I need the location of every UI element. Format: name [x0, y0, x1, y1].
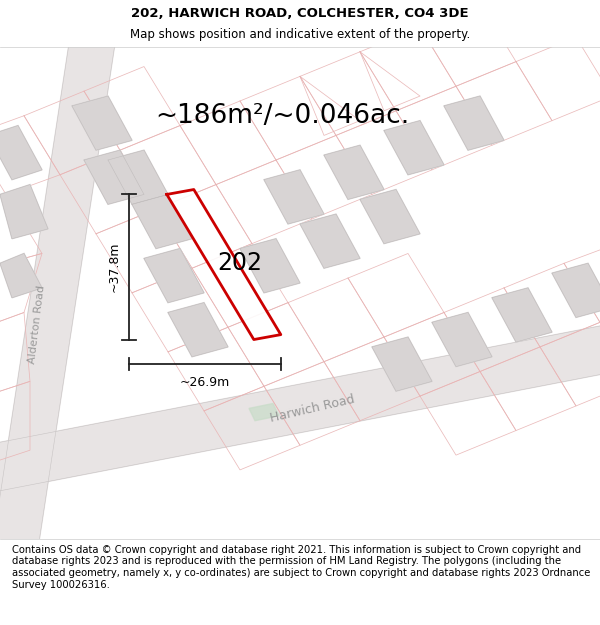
Polygon shape — [492, 288, 552, 342]
Polygon shape — [360, 189, 420, 244]
Polygon shape — [168, 302, 228, 357]
Polygon shape — [324, 145, 384, 199]
Polygon shape — [132, 194, 192, 249]
Polygon shape — [84, 150, 144, 204]
Text: Map shows position and indicative extent of the property.: Map shows position and indicative extent… — [130, 28, 470, 41]
Text: Harwich Road: Harwich Road — [268, 392, 356, 424]
Text: 202, HARWICH ROAD, COLCHESTER, CO4 3DE: 202, HARWICH ROAD, COLCHESTER, CO4 3DE — [131, 7, 469, 19]
Polygon shape — [372, 337, 432, 391]
Text: ~37.8m: ~37.8m — [107, 242, 121, 292]
Polygon shape — [0, 184, 48, 239]
Text: ~26.9m: ~26.9m — [180, 376, 230, 389]
Polygon shape — [240, 239, 300, 292]
Polygon shape — [384, 121, 444, 175]
Polygon shape — [0, 126, 42, 179]
Polygon shape — [167, 189, 281, 339]
Text: Alderton Road: Alderton Road — [28, 285, 47, 364]
Text: ~186m²/~0.046ac.: ~186m²/~0.046ac. — [155, 102, 409, 129]
Polygon shape — [0, 254, 42, 298]
Text: 202: 202 — [218, 251, 263, 275]
Polygon shape — [552, 263, 600, 318]
Polygon shape — [444, 96, 504, 150]
Polygon shape — [72, 96, 132, 150]
Polygon shape — [300, 214, 360, 268]
Polygon shape — [0, 35, 116, 551]
Polygon shape — [264, 170, 324, 224]
Polygon shape — [0, 321, 600, 496]
Polygon shape — [249, 404, 279, 421]
Polygon shape — [432, 312, 492, 367]
Text: Contains OS data © Crown copyright and database right 2021. This information is : Contains OS data © Crown copyright and d… — [12, 545, 590, 589]
Polygon shape — [144, 249, 204, 302]
Polygon shape — [108, 150, 168, 204]
